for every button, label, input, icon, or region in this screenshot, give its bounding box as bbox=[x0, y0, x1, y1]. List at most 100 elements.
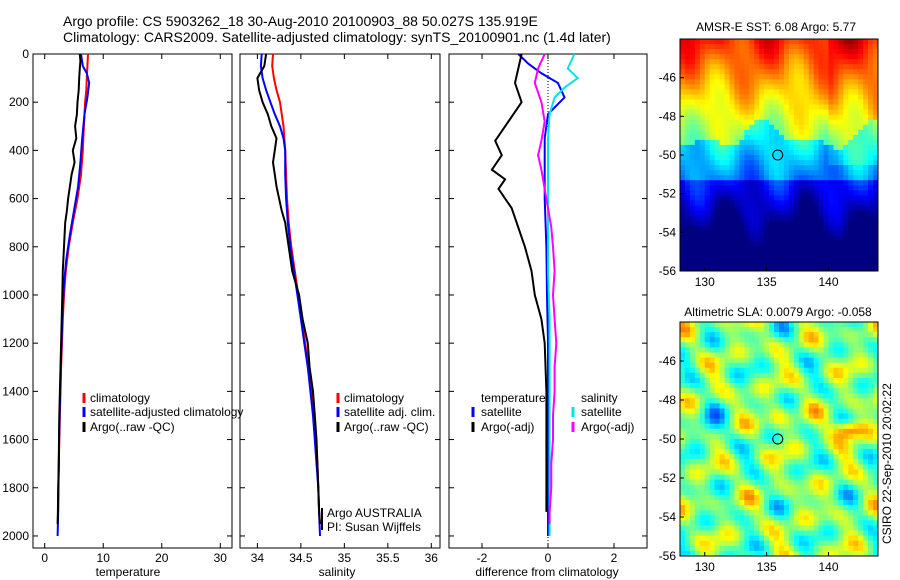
heatmap-cell bbox=[754, 418, 760, 425]
heatmap-cell bbox=[684, 454, 691, 460]
heatmap-cell bbox=[699, 149, 706, 156]
heatmap-cell bbox=[704, 403, 711, 409]
heatmap-cell bbox=[788, 104, 795, 111]
heatmap-cell bbox=[818, 215, 824, 221]
heatmap-cell bbox=[873, 160, 879, 166]
sst-map-title: AMSR-E SST: 6.08 Argo: 5.77 bbox=[696, 20, 856, 34]
heatmap-cell bbox=[813, 265, 819, 272]
heatmap-cell bbox=[843, 160, 849, 166]
heatmap-cell bbox=[779, 129, 785, 136]
heatmap-cell bbox=[863, 500, 869, 506]
heatmap-cell bbox=[754, 347, 760, 353]
heatmap-cell bbox=[813, 428, 819, 435]
heatmap-cell bbox=[779, 225, 785, 232]
heatmap-cell bbox=[704, 245, 711, 252]
heatmap-cell bbox=[863, 49, 869, 55]
heatmap-cell bbox=[868, 525, 874, 531]
heatmap-cell bbox=[724, 439, 730, 445]
heatmap-cell bbox=[793, 459, 800, 465]
heatmap-cell bbox=[838, 433, 844, 440]
heatmap-cell bbox=[734, 469, 740, 476]
heatmap-cell bbox=[868, 449, 874, 455]
heatmap-cell bbox=[714, 418, 720, 425]
heatmap-cell bbox=[818, 403, 824, 409]
heatmap-cell bbox=[684, 362, 691, 369]
heatmap-cell bbox=[759, 439, 765, 445]
heatmap-cell bbox=[823, 84, 829, 90]
heatmap-cell bbox=[793, 489, 800, 496]
heatmap-cell bbox=[803, 84, 810, 90]
heatmap-cell bbox=[714, 322, 720, 328]
heatmap-cell bbox=[704, 515, 711, 521]
heatmap-cell bbox=[699, 540, 706, 547]
heatmap-cell bbox=[779, 459, 785, 465]
heatmap-cell bbox=[853, 255, 859, 262]
heatmap-cell bbox=[689, 439, 696, 445]
heatmap-cell bbox=[848, 44, 854, 50]
heatmap-cell bbox=[774, 69, 780, 75]
heatmap-cell bbox=[838, 342, 844, 348]
heatmap-cell bbox=[818, 408, 824, 414]
heatmap-cell bbox=[759, 144, 765, 151]
heatmap-cell bbox=[699, 94, 706, 100]
heatmap-cell bbox=[803, 454, 810, 460]
heatmap-cell bbox=[858, 180, 864, 186]
heatmap-cell bbox=[709, 352, 716, 359]
heatmap-cell bbox=[739, 114, 745, 121]
heatmap-cell bbox=[734, 464, 740, 470]
heatmap-cell bbox=[749, 454, 755, 460]
heatmap-cell bbox=[838, 327, 844, 333]
heatmap-cell bbox=[818, 423, 824, 430]
heatmap-cell bbox=[823, 160, 829, 166]
heatmap-cell bbox=[749, 423, 755, 430]
heatmap-cell bbox=[828, 342, 834, 348]
heatmap-cell bbox=[813, 255, 819, 262]
heatmap-cell bbox=[863, 160, 869, 166]
heatmap-cell bbox=[783, 49, 790, 55]
heatmap-cell bbox=[744, 79, 750, 85]
x-tick-label: -2 bbox=[477, 551, 488, 565]
heatmap-cell bbox=[704, 494, 711, 501]
heatmap-cell bbox=[808, 200, 815, 206]
heatmap-cell bbox=[838, 175, 844, 181]
heatmap-cell bbox=[749, 535, 755, 542]
heatmap-cell bbox=[724, 175, 730, 181]
heatmap-cell bbox=[788, 144, 795, 151]
heatmap-cell bbox=[754, 332, 760, 338]
heatmap-cell bbox=[684, 84, 691, 90]
heatmap-cell bbox=[793, 342, 800, 348]
heatmap-cell bbox=[838, 449, 844, 455]
heatmap-cell bbox=[808, 119, 815, 126]
heatmap-cell bbox=[689, 393, 696, 399]
heatmap-cell bbox=[689, 190, 696, 196]
heatmap-cell bbox=[744, 474, 750, 481]
heatmap-cell bbox=[838, 510, 844, 516]
heatmap-cell bbox=[838, 265, 844, 272]
heatmap-cell bbox=[749, 393, 755, 399]
heatmap-cell bbox=[823, 44, 829, 50]
y-tick-label: -54 bbox=[659, 510, 677, 524]
heatmap-cell bbox=[838, 357, 844, 364]
heatmap-cell bbox=[823, 230, 829, 237]
heatmap-cell bbox=[774, 388, 780, 394]
heatmap-cell bbox=[680, 454, 686, 460]
heatmap-cell bbox=[689, 139, 696, 146]
heatmap-cell bbox=[833, 250, 839, 257]
heatmap-cell bbox=[734, 39, 740, 45]
heatmap-cell bbox=[838, 535, 844, 542]
heatmap-cell bbox=[699, 449, 706, 455]
heatmap-cell bbox=[714, 439, 720, 445]
heatmap-cell bbox=[793, 155, 800, 161]
heatmap-cell bbox=[818, 550, 824, 557]
heatmap-cell bbox=[803, 352, 810, 359]
heatmap-cell bbox=[793, 403, 800, 409]
heatmap-cell bbox=[714, 383, 720, 389]
heatmap-cell bbox=[823, 124, 829, 131]
heatmap-cell bbox=[843, 64, 849, 70]
heatmap-cell bbox=[788, 322, 795, 328]
heatmap-cell bbox=[689, 215, 696, 221]
heatmap-cell bbox=[833, 505, 839, 511]
heatmap-cell bbox=[868, 129, 874, 136]
heatmap-cell bbox=[749, 255, 755, 262]
heatmap-cell bbox=[833, 94, 839, 100]
